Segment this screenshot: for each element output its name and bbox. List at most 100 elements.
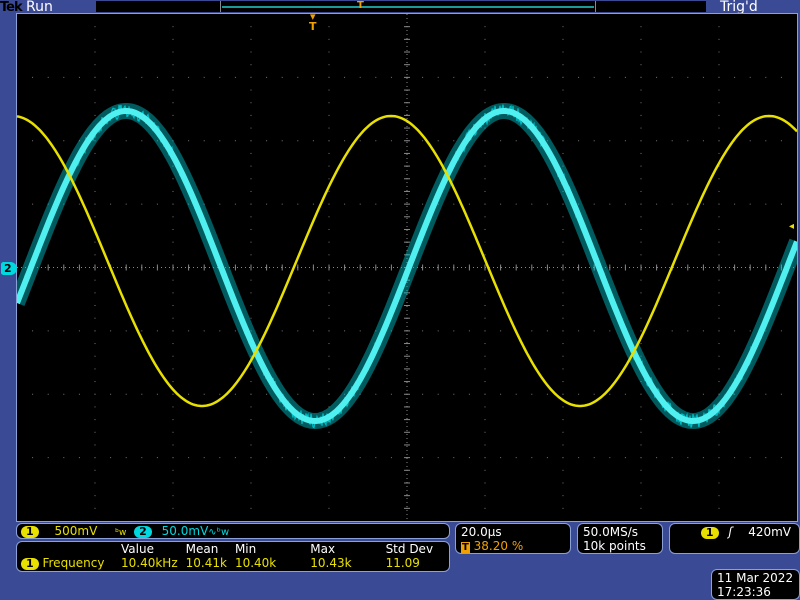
grid-dot <box>485 216 486 217</box>
trigger-readout[interactable]: 1 ʃ 420mV <box>669 523 800 554</box>
grid-dot <box>173 394 174 395</box>
grid-dot <box>173 381 174 382</box>
grid-dot <box>469 204 470 205</box>
grid-dot <box>344 330 345 331</box>
ch2-ground-marker[interactable]: 2 <box>1 262 17 275</box>
waveform-display[interactable] <box>16 13 798 522</box>
grid-dot <box>329 318 330 319</box>
grid-dot <box>95 406 96 407</box>
grid-dot <box>719 280 720 281</box>
grid-dot <box>641 242 642 243</box>
record-trigger-marker-icon: T <box>357 0 364 11</box>
grid-dot <box>173 318 174 319</box>
grid-dot <box>609 394 610 395</box>
grid-dot <box>251 128 252 129</box>
grid-dot <box>95 457 96 458</box>
grid-dot <box>95 368 96 369</box>
grid-dot <box>63 140 64 141</box>
grid-dot <box>563 26 564 27</box>
grid-dot <box>251 381 252 382</box>
grid-dot <box>687 204 688 205</box>
grid-dot <box>750 330 751 331</box>
grid-dot <box>485 242 486 243</box>
trigger-position-marker-icon[interactable]: ▾ T <box>309 12 317 32</box>
grid-dot <box>95 305 96 306</box>
grid-dot <box>781 204 782 205</box>
grid-dot <box>251 216 252 217</box>
grid-dot <box>719 140 720 141</box>
grid-dot <box>641 52 642 53</box>
grid-dot <box>173 115 174 116</box>
trigger-level-marker-icon[interactable]: ◂ <box>789 221 794 232</box>
measurement-panel[interactable]: Value Mean Min Max Std Dev 1 Frequency 1… <box>16 541 450 572</box>
grid-dot <box>563 90 564 91</box>
grid-dot <box>719 343 720 344</box>
grid-dot <box>251 229 252 230</box>
grid-dot <box>188 330 189 331</box>
grid-dot <box>95 166 96 167</box>
grid-dot <box>32 204 33 205</box>
grid-dot <box>110 330 111 331</box>
grid-dot <box>469 330 470 331</box>
grid-dot <box>79 204 80 205</box>
grid-dot <box>609 204 610 205</box>
grid-dot <box>485 470 486 471</box>
grid-dot <box>453 77 454 78</box>
ac-bandwidth-icon: ∿ᵇw <box>208 527 229 538</box>
grid-dot <box>485 280 486 281</box>
grid-dot <box>313 394 314 395</box>
grid-dot <box>485 330 486 331</box>
grid-dot <box>641 495 642 496</box>
grid-dot <box>719 128 720 129</box>
grid-dot <box>485 457 486 458</box>
grid-dot <box>48 457 49 458</box>
grid-dot <box>563 102 564 103</box>
grid-dot <box>251 495 252 496</box>
grid-dot <box>719 330 720 331</box>
grid-dot <box>313 204 314 205</box>
grid-dot <box>485 166 486 167</box>
graticule <box>17 14 797 521</box>
grid-dot <box>173 368 174 369</box>
grid-dot <box>173 229 174 230</box>
grid-dot <box>329 330 330 331</box>
grid-dot <box>344 77 345 78</box>
grid-dot <box>641 204 642 205</box>
grid-dot <box>703 457 704 458</box>
ch1-scale: 500mV <box>54 524 97 538</box>
grid-dot <box>438 77 439 78</box>
date: 11 Mar 2022 <box>717 571 794 585</box>
grid-dot <box>329 39 330 40</box>
grid-dot <box>641 419 642 420</box>
grid-dot <box>485 318 486 319</box>
grid-dot <box>485 39 486 40</box>
grid-dot <box>95 52 96 53</box>
grid-dot <box>781 77 782 78</box>
grid-dot <box>703 77 704 78</box>
grid-dot <box>765 140 766 141</box>
grid-dot <box>282 140 283 141</box>
acquisition-readout[interactable]: 50.0MS/s 10k points <box>577 523 663 554</box>
grid-dot <box>141 457 142 458</box>
grid-dot <box>297 77 298 78</box>
grid-dot <box>32 394 33 395</box>
grid-dot <box>469 457 470 458</box>
grid-dot <box>173 343 174 344</box>
grid-dot <box>266 457 267 458</box>
grid-dot <box>235 394 236 395</box>
grid-dot <box>48 77 49 78</box>
grid-dot <box>173 26 174 27</box>
horizontal-readout[interactable]: 20.0µs T 38.20 % <box>455 523 571 554</box>
grid-dot <box>110 204 111 205</box>
grid-dot <box>173 52 174 53</box>
record-window[interactable] <box>220 1 596 12</box>
grid-dot <box>126 77 127 78</box>
grid-dot <box>765 204 766 205</box>
grid-dot <box>266 140 267 141</box>
grid-dot <box>563 204 564 205</box>
channel-readout[interactable]: 1 500mV ᵇw 2 50.0mV∿ᵇw <box>16 523 450 539</box>
grid-dot <box>235 77 236 78</box>
grid-dot <box>719 178 720 179</box>
grid-dot <box>360 330 361 331</box>
grid-dot <box>251 52 252 53</box>
